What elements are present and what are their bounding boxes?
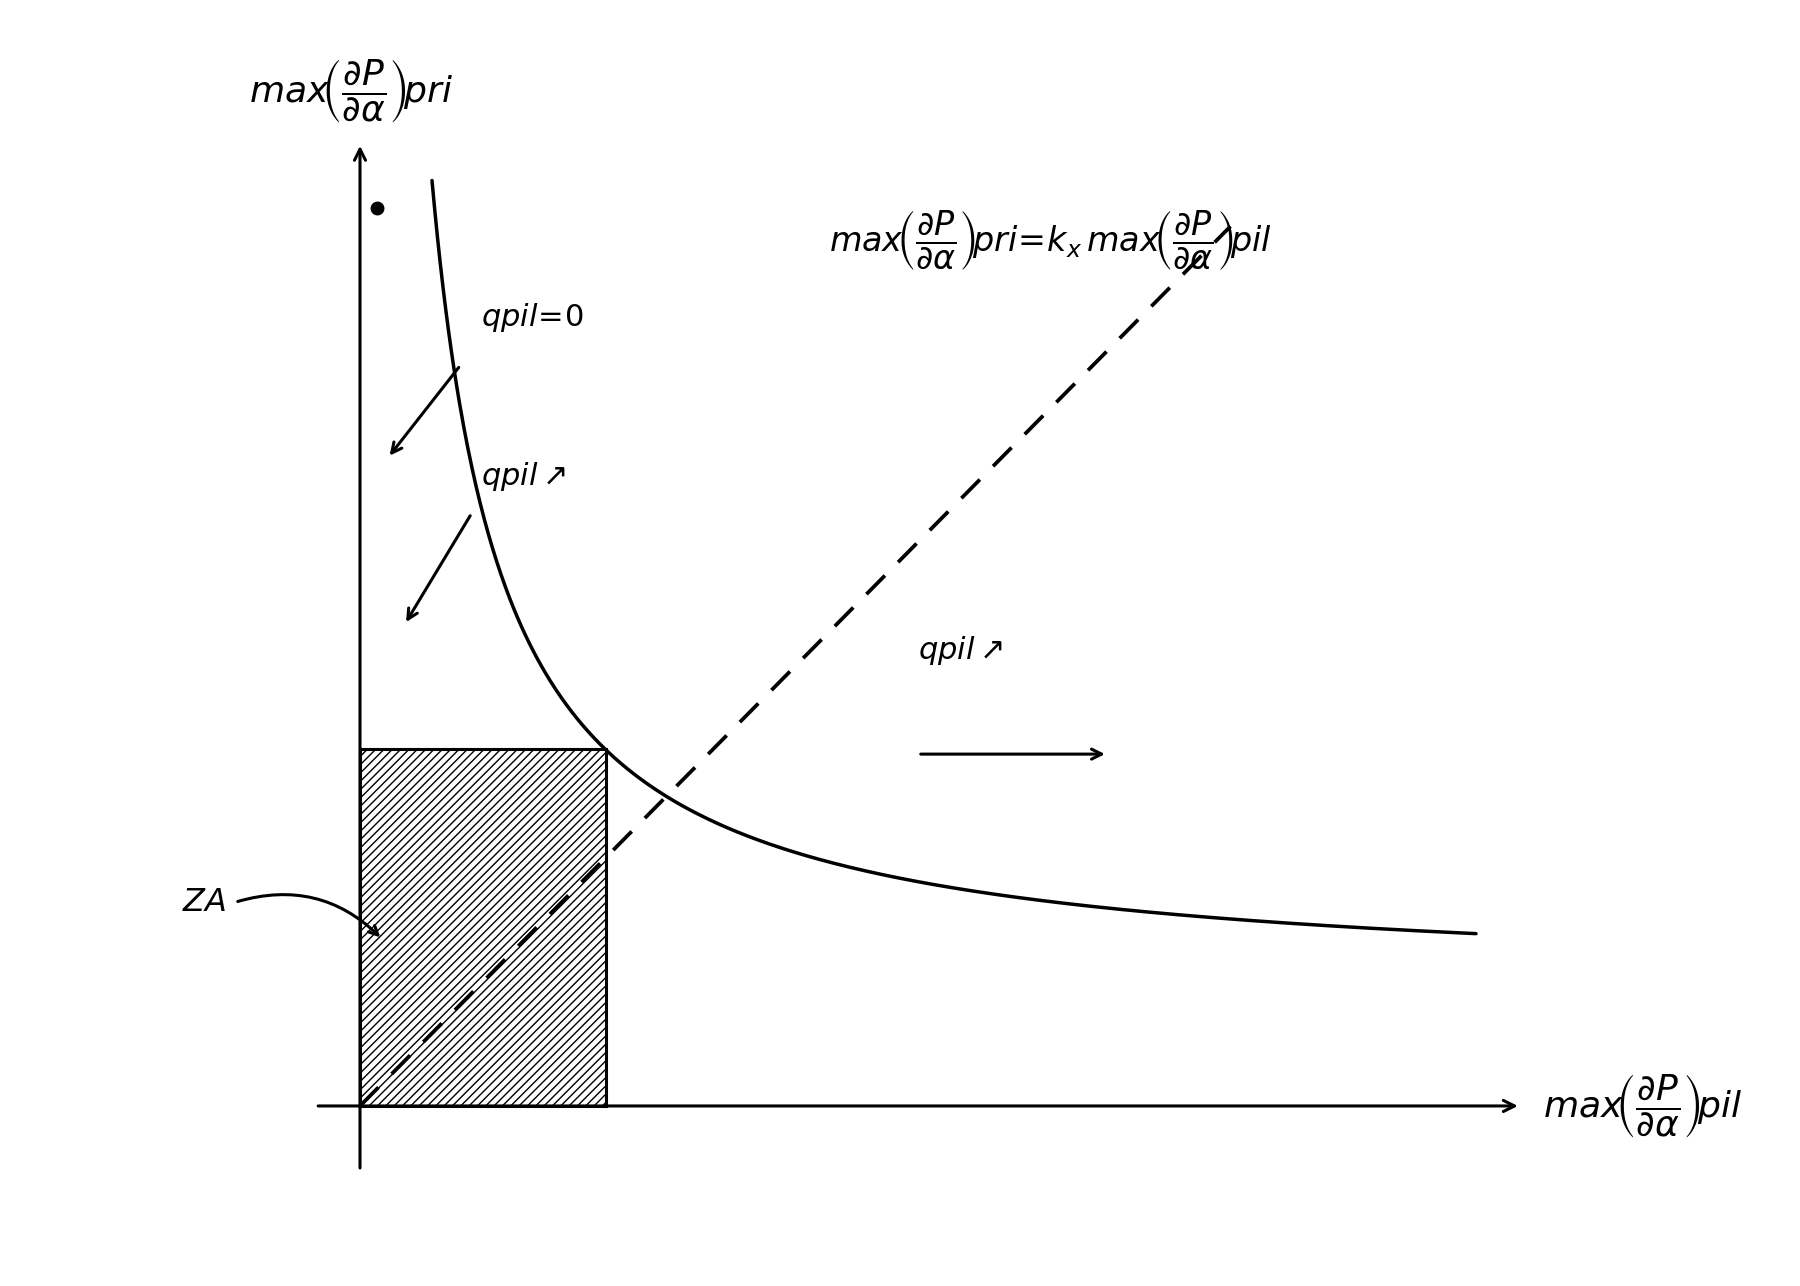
Text: $qpil\nearrow$: $qpil\nearrow$ — [918, 634, 1003, 667]
Text: $ZA$: $ZA$ — [182, 887, 227, 918]
Bar — [360, 750, 605, 1106]
Text: $qpil\nearrow$: $qpil\nearrow$ — [481, 460, 565, 493]
Text: $max\!\left(\dfrac{\partial P}{\partial \alpha}\right)\!pri\!=\!k_x\,max\!\left(: $max\!\left(\dfrac{\partial P}{\partial … — [828, 208, 1271, 271]
Text: $max\!\left(\dfrac{\partial P}{\partial \alpha}\right)\!pil$: $max\!\left(\dfrac{\partial P}{\partial … — [1543, 1073, 1742, 1139]
Text: $qpil\!=\!0$: $qpil\!=\!0$ — [481, 301, 583, 334]
Text: $max\!\left(\dfrac{\partial P}{\partial \alpha}\right)\!pri$: $max\!\left(\dfrac{\partial P}{\partial … — [248, 58, 454, 125]
